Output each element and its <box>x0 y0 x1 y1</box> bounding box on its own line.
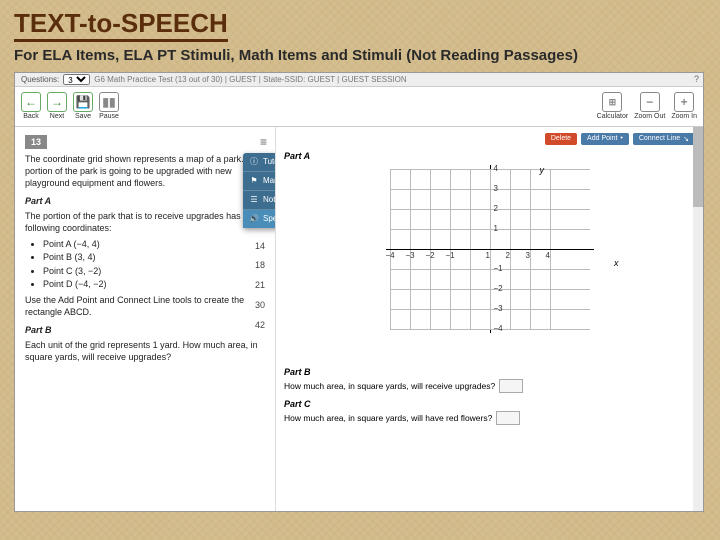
help-icon[interactable]: ? <box>694 74 699 84</box>
q1-text: How much area, in square yards, will rec… <box>284 381 495 391</box>
info-icon: ⓘ <box>249 157 259 167</box>
speaker-icon: 🔊 <box>249 214 259 224</box>
part-b-text: Each unit of the grid represents 1 yard.… <box>25 339 265 363</box>
zoom-out-button[interactable]: −Zoom Out <box>634 92 665 120</box>
graph-toolbar: Delete Add Point• Connect Line↘ <box>284 133 695 145</box>
list-item: Point B (3, 4) <box>43 251 265 263</box>
right-part-b: Part B <box>284 367 695 377</box>
point-icon: • <box>620 135 622 142</box>
right-part-a: Part A <box>284 151 695 161</box>
points-list: Point A (−4, 4) Point B (3, 4) Point C (… <box>43 238 265 290</box>
delete-tool[interactable]: Delete <box>545 133 577 145</box>
menu-speak-question[interactable]: 🔊Speak Question <box>243 210 275 228</box>
save-button[interactable]: 💾Save <box>73 92 93 120</box>
flag-icon: ⚑ <box>249 176 259 186</box>
strip-num: 42 <box>255 316 265 336</box>
menu-tutorial[interactable]: ⓘTutorial <box>243 153 275 172</box>
back-button[interactable]: ←Back <box>21 92 41 120</box>
menu-mark-review[interactable]: ⚑Mark for Review <box>243 172 275 191</box>
q2-text: How much area, in square yards, will hav… <box>284 413 492 423</box>
x-axis-label: x <box>614 258 619 268</box>
connect-line-tool[interactable]: Connect Line↘ <box>633 133 695 145</box>
questions-select[interactable]: 3 <box>63 74 90 85</box>
instruction-text: Use the Add Point and Connect Line tools… <box>25 294 265 318</box>
part-b-label: Part B <box>25 324 265 336</box>
question-intro: The coordinate grid shown represents a m… <box>25 153 265 189</box>
question-number: 13 <box>25 135 47 149</box>
toolbar: ←Back →Next 💾Save ▮▮Pause ⊞Calculator −Z… <box>15 87 703 127</box>
scrollbar[interactable] <box>693 127 703 511</box>
strip-num: 21 <box>255 276 265 296</box>
list-item: Point D (−4, −2) <box>43 278 265 290</box>
strip-num: 14 <box>255 237 265 257</box>
line-icon: ↘ <box>683 135 689 143</box>
context-menu: ⓘTutorial ⚑Mark for Review ☰Notepad 🔊Spe… <box>243 153 275 228</box>
menu-notepad[interactable]: ☰Notepad <box>243 191 275 210</box>
part-a-text: The portion of the park that is to recei… <box>25 210 265 234</box>
notepad-icon: ☰ <box>249 195 259 205</box>
list-item: Point C (3, −2) <box>43 265 265 277</box>
answer-box-2[interactable] <box>496 411 520 425</box>
pause-button[interactable]: ▮▮Pause <box>99 92 119 120</box>
calculator-button[interactable]: ⊞Calculator <box>597 92 629 120</box>
y-axis-label: y <box>540 165 545 175</box>
number-strip: 14 18 21 30 42 <box>255 237 265 336</box>
strip-num: 18 <box>255 256 265 276</box>
breadcrumb: G6 Math Practice Test (13 out of 30) | G… <box>94 75 406 84</box>
scroll-thumb[interactable] <box>693 127 703 207</box>
right-part-c: Part C <box>284 399 695 409</box>
coordinate-grid[interactable]: 4321−1−2−3−4−4−3−2−11234 y x <box>375 169 605 359</box>
part-a-label: Part A <box>25 195 265 207</box>
next-button[interactable]: →Next <box>47 92 67 120</box>
zoom-in-button[interactable]: +Zoom In <box>671 92 697 120</box>
context-menu-icon[interactable]: ≡ <box>260 135 267 149</box>
add-point-tool[interactable]: Add Point• <box>581 133 629 145</box>
slide-title: TEXT-to-SPEECH <box>14 8 228 42</box>
slide-subtitle: For ELA Items, ELA PT Stimuli, Math Item… <box>14 46 706 66</box>
top-bar: Questions: 3 G6 Math Practice Test (13 o… <box>15 73 703 87</box>
list-item: Point A (−4, 4) <box>43 238 265 250</box>
questions-label: Questions: <box>21 75 59 84</box>
answer-box-1[interactable] <box>499 379 523 393</box>
strip-num: 30 <box>255 296 265 316</box>
question-panel: 13 ≡ The coordinate grid shown represent… <box>15 127 275 511</box>
answer-panel: Delete Add Point• Connect Line↘ Part A 4… <box>275 127 703 511</box>
test-app-window: ? Questions: 3 G6 Math Practice Test (13… <box>14 72 704 512</box>
